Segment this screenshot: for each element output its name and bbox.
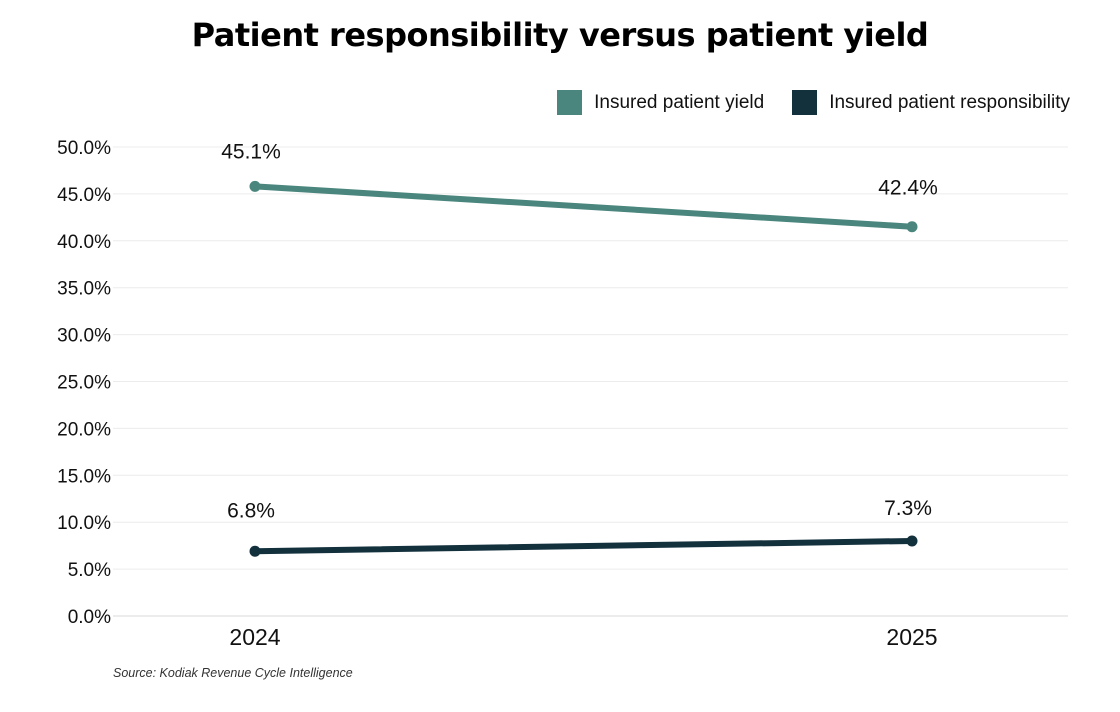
data-label: 7.3%	[884, 497, 932, 520]
data-label: 6.8%	[227, 499, 275, 522]
chart-legend: Insured patient yield Insured patient re…	[557, 90, 1070, 115]
data-point	[249, 545, 261, 557]
y-tick-label: 50.0%	[57, 138, 111, 159]
y-tick-label: 25.0%	[57, 373, 111, 394]
y-tick-label: 5.0%	[68, 560, 111, 581]
y-tick-label: 10.0%	[57, 513, 111, 534]
y-tick-label: 0.0%	[68, 607, 111, 628]
legend-label-responsibility: Insured patient responsibility	[829, 91, 1070, 113]
series-line	[252, 537, 915, 555]
legend-label-yield: Insured patient yield	[594, 91, 765, 113]
legend-swatch-responsibility	[792, 90, 818, 115]
data-point	[906, 221, 918, 233]
data-label: 45.1%	[221, 140, 281, 163]
data-label: 42.4%	[878, 177, 938, 200]
y-tick-label: 45.0%	[57, 185, 111, 206]
legend-swatch-yield	[557, 90, 583, 115]
source-note: Source: Kodiak Revenue Cycle Intelligenc…	[113, 666, 353, 680]
x-tick-label: 2024	[229, 624, 280, 650]
chart-title: Patient responsibility versus patient yi…	[191, 16, 929, 54]
y-tick-label: 30.0%	[57, 326, 111, 347]
series-line	[252, 183, 915, 230]
y-tick-label: 40.0%	[57, 232, 111, 253]
y-tick-label: 15.0%	[57, 466, 111, 487]
y-tick-label: 20.0%	[57, 419, 111, 440]
legend-item-responsibility: Insured patient responsibility	[792, 90, 1070, 115]
data-point	[249, 180, 261, 192]
data-point	[906, 535, 918, 547]
y-tick-label: 35.0%	[57, 279, 111, 300]
legend-item-yield: Insured patient yield	[557, 90, 764, 115]
x-tick-label: 2025	[886, 624, 937, 650]
